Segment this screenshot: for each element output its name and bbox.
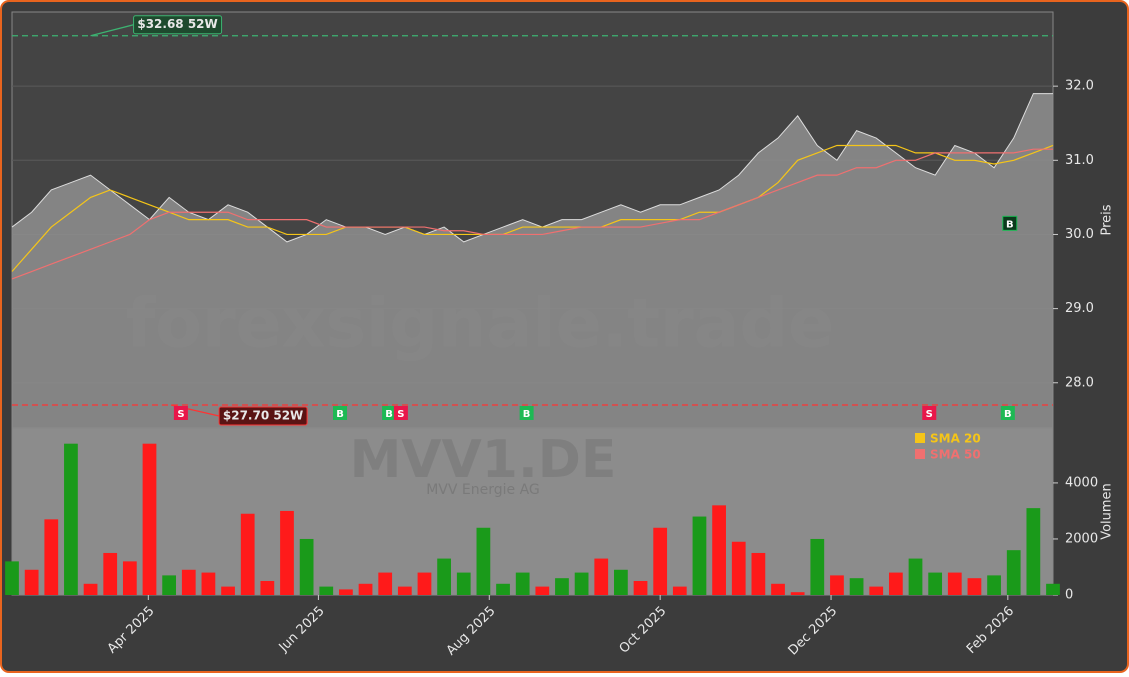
price-area — [12, 93, 1053, 428]
y-tick-label: 28.0 — [1065, 375, 1094, 390]
y-tick-label: 4000 — [1065, 475, 1098, 490]
volume-bar — [908, 558, 923, 595]
volume-bar — [535, 586, 550, 595]
volume-bar — [515, 572, 530, 595]
volume-bar — [830, 575, 844, 595]
volume-bar — [417, 572, 432, 595]
volume-bar — [614, 569, 628, 595]
y-tick-label: 32.0 — [1065, 79, 1094, 94]
volume-bar — [456, 572, 471, 595]
signal-label: B — [385, 409, 393, 420]
signal-label: S — [397, 409, 404, 420]
annotation-label: $27.70 52W — [223, 409, 303, 423]
volume-bar — [888, 572, 903, 595]
signal-marker — [519, 406, 534, 420]
volume-bar — [653, 527, 668, 595]
annotation-box — [133, 15, 223, 35]
volume-bar — [437, 558, 451, 595]
volume-bar — [397, 586, 412, 595]
volume-bar — [790, 592, 805, 595]
volume-bar — [378, 572, 393, 595]
y-tick-label: 2000 — [1065, 531, 1098, 546]
y-axis-label: Preis — [1100, 204, 1115, 235]
signal-marker — [382, 406, 397, 420]
legend-swatch — [915, 449, 925, 459]
signal-marker — [1002, 215, 1018, 231]
y-axis-label: Volumen — [1100, 483, 1115, 540]
signal-label: S — [177, 409, 184, 420]
signal-marker — [393, 406, 408, 420]
volume-bar — [771, 583, 785, 595]
volume-bar — [358, 583, 373, 595]
y-tick-label: 29.0 — [1065, 301, 1094, 316]
volume-bar — [181, 569, 196, 595]
volume-bar — [849, 578, 864, 595]
signal-label: S — [926, 409, 933, 420]
signal-marker — [333, 406, 348, 420]
volume-bar — [594, 558, 609, 595]
volume-bar — [869, 586, 884, 595]
volume-bar — [1006, 550, 1021, 595]
volume-bar — [122, 561, 137, 595]
volume-bar — [162, 575, 177, 595]
signal-label: B — [1006, 219, 1014, 230]
volume-bar — [751, 552, 766, 595]
y-tick-label: 31.0 — [1065, 153, 1094, 168]
annotation-box — [218, 406, 308, 426]
signal-label: B — [523, 409, 531, 420]
volume-bar — [967, 578, 982, 595]
volume-bar — [221, 586, 235, 595]
volume-bar — [201, 572, 216, 595]
volume-bar — [83, 583, 98, 595]
volume-bar — [5, 561, 19, 595]
volume-bar — [496, 583, 510, 595]
title: MVV1.DE — [350, 430, 617, 490]
annotation-arrow — [90, 24, 134, 37]
sma-line — [11, 144, 1054, 272]
volume-bar — [142, 443, 157, 595]
volume-bar — [24, 569, 39, 595]
volume-bar — [555, 578, 569, 595]
volume-bar — [712, 505, 726, 595]
volume-bar — [260, 580, 275, 595]
signal-marker — [922, 406, 937, 420]
signal-label: B — [336, 409, 344, 420]
volume-bar — [280, 510, 294, 595]
signal-marker — [173, 406, 188, 420]
volume-bar — [103, 552, 118, 595]
volume-bar — [64, 443, 78, 595]
annotation-label: $32.68 52W — [137, 17, 217, 31]
volume-bar — [1026, 508, 1041, 595]
y-tick-label: 0 — [1065, 588, 1073, 603]
subtitle: MVV Energie AG — [426, 482, 540, 498]
volume-bar — [633, 580, 648, 595]
volume-bar — [672, 586, 687, 595]
sma-line — [11, 148, 1053, 280]
volume-bar — [947, 572, 962, 595]
volume-bar — [299, 538, 314, 595]
volume-bar — [240, 513, 255, 595]
volume-bar — [319, 586, 334, 595]
volume-bar — [476, 527, 491, 595]
volume-bar — [692, 516, 707, 595]
volume-bar — [44, 519, 59, 595]
legend-label: SMA 20 — [930, 432, 981, 446]
signal-marker — [1000, 406, 1015, 420]
volume-bar — [339, 589, 353, 595]
volume-bar — [810, 538, 825, 595]
y-tick-label: 30.0 — [1065, 227, 1094, 242]
signal-label: B — [1004, 409, 1012, 420]
price-line — [11, 93, 1053, 243]
volume-bar — [574, 572, 589, 595]
volume-bar — [1046, 583, 1060, 595]
legend-swatch — [915, 433, 925, 443]
volume-bar — [987, 575, 1001, 595]
legend-label: SMA 50 — [930, 448, 981, 462]
volume-bar — [928, 572, 943, 595]
volume-bar — [731, 541, 746, 595]
